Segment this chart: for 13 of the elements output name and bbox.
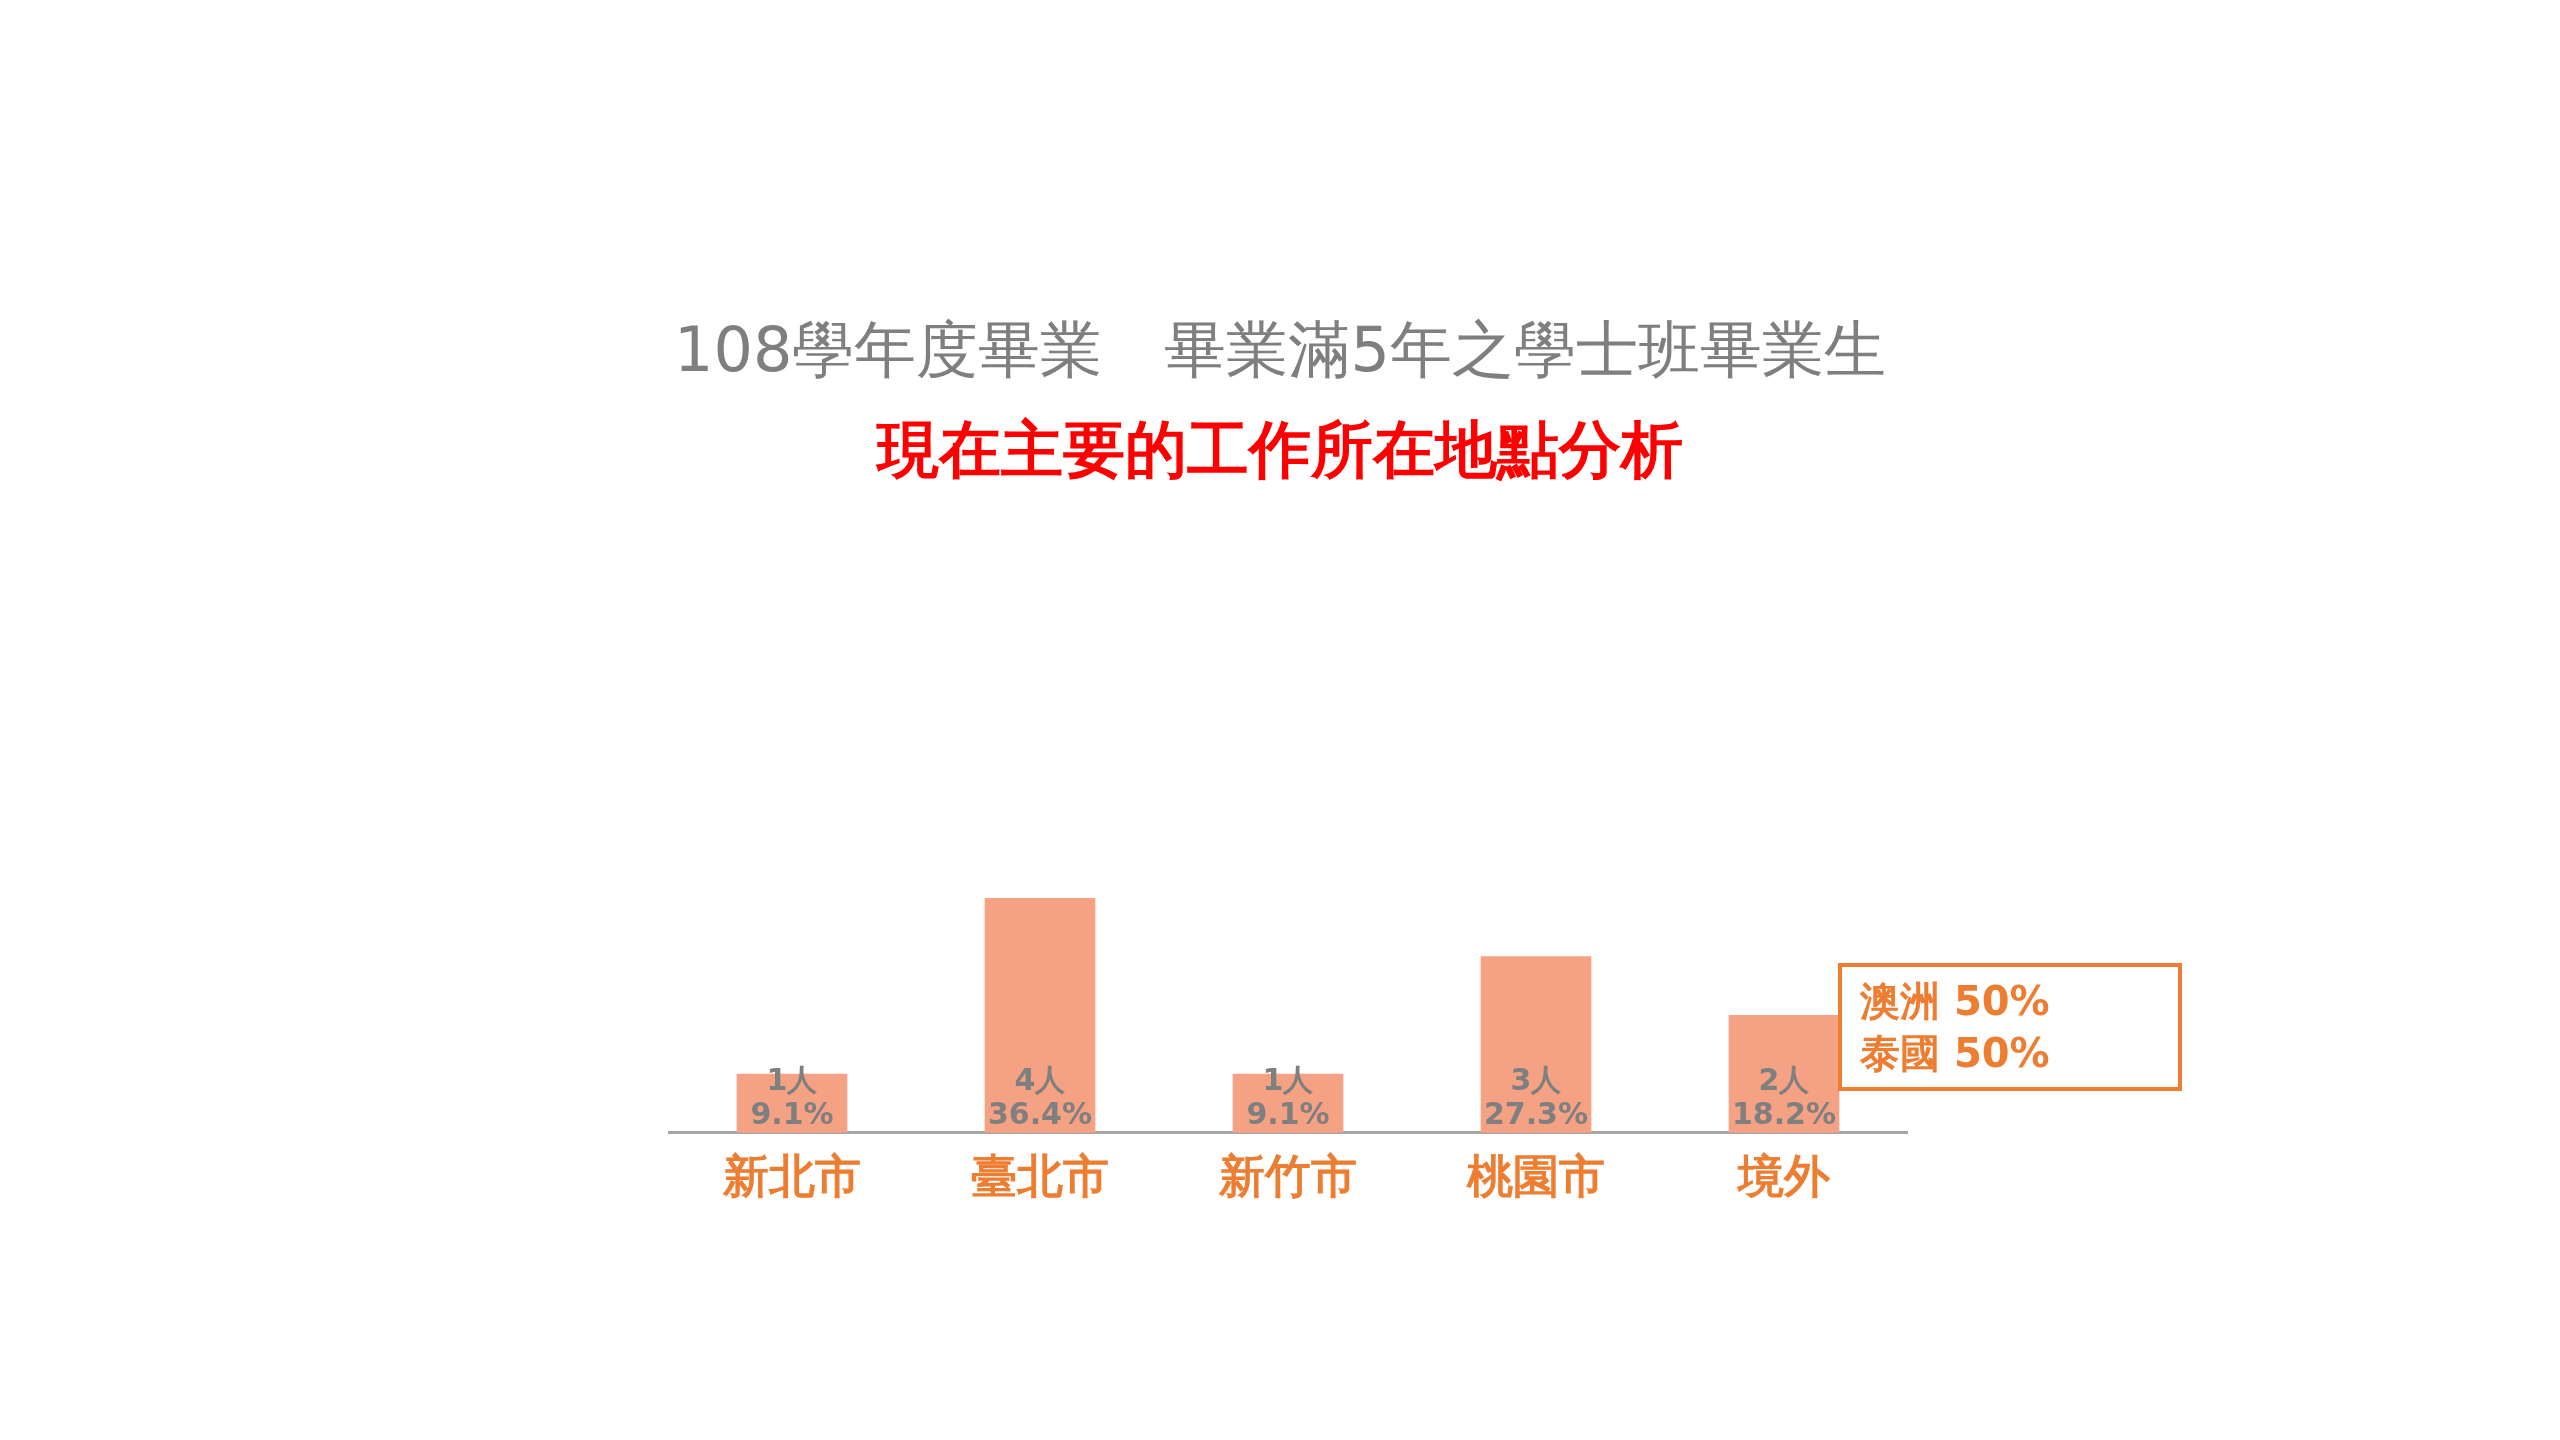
x-tick-label: 境外	[1736, 1149, 1831, 1204]
x-tick-label: 新北市	[722, 1149, 861, 1204]
annotation: 澳洲 50% 泰國 50%	[1838, 963, 2182, 1091]
x-tick-label: 新竹市	[1218, 1149, 1357, 1204]
chart-title: 108學年度畢業 畢業滿5年之學士班畢業生	[673, 312, 1887, 388]
x-tick-label: 臺北市	[971, 1149, 1109, 1204]
bar	[1480, 956, 1592, 1133]
chart-subtitle: 現在主要的工作所在地點分析	[874, 412, 1684, 488]
data-label: 4人 36.4%	[987, 1061, 1093, 1131]
data-label: 2人 18.2%	[1731, 1061, 1837, 1131]
data-label: 3人 27.3%	[1483, 1061, 1589, 1131]
bar	[984, 898, 1096, 1133]
x-tick-label: 桃園市	[1466, 1149, 1605, 1204]
